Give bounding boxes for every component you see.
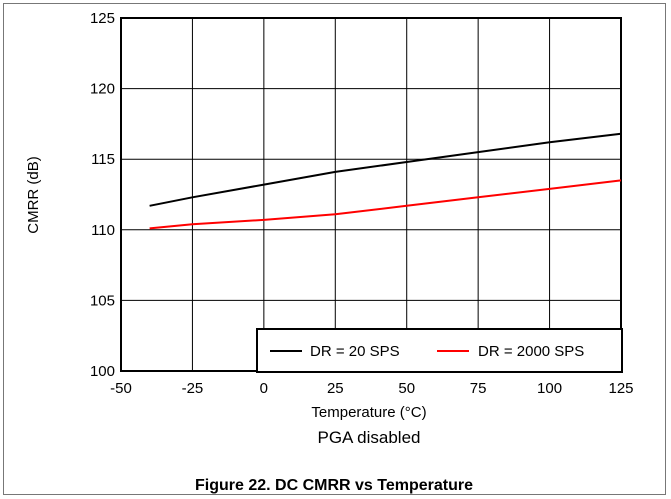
y-tick-label: 100	[90, 363, 115, 380]
legend: DR = 20 SPS DR = 2000 SPS	[256, 328, 623, 373]
grid-lines	[120, 17, 622, 372]
y-tick-label: 115	[91, 151, 115, 168]
x-tick-label: 50	[398, 380, 415, 397]
y-axis-label: CMRR (dB)	[25, 156, 42, 234]
x-tick-label: 25	[327, 380, 344, 397]
figure-caption: Figure 22. DC CMRR vs Temperature	[195, 477, 473, 494]
x-tick-label: -25	[182, 380, 204, 397]
legend-label-series-1: DR = 20 SPS	[310, 343, 400, 360]
x-tick-label: 75	[470, 380, 487, 397]
x-axis-label: Temperature (°C)	[311, 404, 426, 421]
legend-label-series-2: DR = 2000 SPS	[478, 343, 584, 360]
series-line-2	[149, 179, 622, 230]
figure-frame	[3, 3, 666, 495]
x-tick-label: 100	[537, 380, 562, 397]
x-tick-label: -50	[110, 380, 132, 397]
y-tick-label: 105	[90, 292, 115, 309]
pga-note: PGA disabled	[317, 428, 420, 447]
series-line-1	[149, 132, 622, 207]
y-tick-labels: 100 105 110 115 120 125	[90, 10, 115, 380]
plot-area-border	[120, 17, 622, 372]
x-tick-label: 125	[608, 380, 633, 397]
x-tick-labels: -50 -25 0 25 50 75 100 125	[110, 380, 633, 397]
y-tick-label: 120	[90, 81, 115, 98]
y-tick-label: 110	[91, 222, 115, 239]
x-tick-label: 0	[260, 380, 268, 397]
y-tick-label: 125	[90, 10, 115, 27]
series-lines	[149, 132, 622, 230]
